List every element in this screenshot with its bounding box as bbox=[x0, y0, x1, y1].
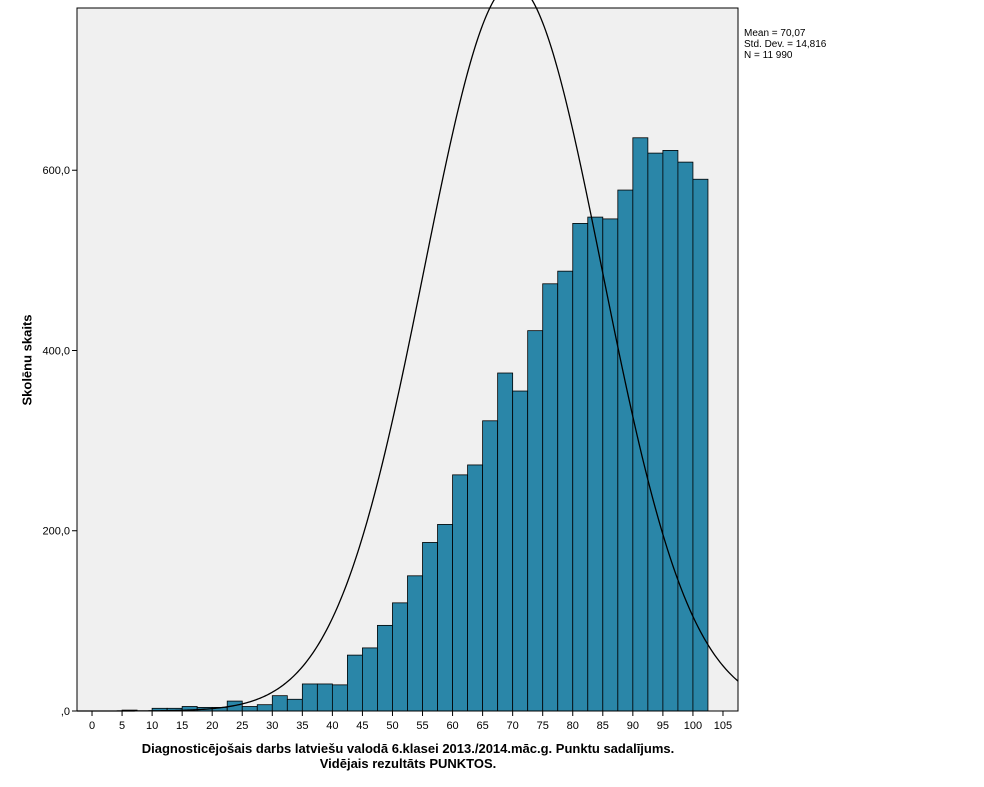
x-tick-label: 45 bbox=[356, 720, 368, 732]
histogram-bar bbox=[557, 270, 574, 712]
histogram-bar bbox=[482, 420, 499, 712]
histogram-bar bbox=[572, 223, 589, 712]
x-axis-ticks: 0 5 10 15 20 25 30 35 40 45 50 55 60 65 70 75 80 85 90 95 10… bbox=[89, 711, 732, 732]
histogram-bar bbox=[602, 218, 619, 712]
x-tick-label: 60 bbox=[446, 720, 458, 732]
x-tick-label: 40 bbox=[326, 720, 338, 732]
y-axis-label: Skolēnu skaits bbox=[19, 314, 35, 406]
histogram-bar bbox=[316, 683, 333, 712]
stat-mean: Mean = 70,07 bbox=[744, 28, 806, 39]
histogram-bar bbox=[271, 695, 288, 712]
histogram-bar bbox=[497, 372, 514, 712]
x-tick-label: 95 bbox=[657, 720, 669, 732]
stat-n: N = 11 990 bbox=[744, 50, 793, 61]
x-tick-label: 35 bbox=[296, 720, 308, 732]
stat-std-dev: Std. Dev. = 14,816 bbox=[744, 39, 827, 50]
x-tick-label: 80 bbox=[567, 720, 579, 732]
y-tick-label: 600,0 bbox=[42, 165, 70, 177]
x-tick-label: 55 bbox=[416, 720, 428, 732]
histogram-bar bbox=[301, 683, 318, 712]
x-tick-label: 75 bbox=[537, 720, 549, 732]
histogram-bar bbox=[422, 542, 438, 712]
x-axis-label: Diagnosticējošais darbs latviešu valodā … bbox=[142, 741, 675, 771]
histogram-bar bbox=[677, 161, 694, 712]
x-tick-label: 90 bbox=[627, 720, 639, 732]
histogram-bar bbox=[347, 654, 363, 712]
x-tick-label: 50 bbox=[386, 720, 398, 732]
x-tick-label: 70 bbox=[507, 720, 519, 732]
x-tick-label: 65 bbox=[476, 720, 488, 732]
histogram-bar bbox=[377, 624, 393, 712]
x-tick-label: 100 bbox=[684, 720, 702, 732]
histogram-bar bbox=[286, 698, 303, 712]
normal-curve bbox=[77, 0, 739, 712]
x-tick-label: 85 bbox=[597, 720, 609, 732]
x-axis-label-line-1: Diagnosticējošais darbs latviešu valodā … bbox=[141, 741, 675, 756]
histogram-bar bbox=[527, 330, 544, 712]
histogram-bar bbox=[362, 647, 378, 712]
x-tick-label: 20 bbox=[206, 720, 218, 732]
x-tick-label: 25 bbox=[236, 720, 248, 732]
x-tick-label: 0 bbox=[89, 720, 95, 732]
histogram-bar bbox=[407, 575, 423, 712]
y-tick-label: ,0 bbox=[61, 706, 70, 718]
y-tick-label: 400,0 bbox=[42, 345, 70, 357]
x-tick-label: 30 bbox=[266, 720, 278, 732]
histogram-bar bbox=[542, 283, 559, 712]
histogram-bar bbox=[617, 189, 634, 712]
histogram-bar bbox=[467, 464, 484, 712]
histogram-bar bbox=[647, 152, 664, 712]
histogram-bar bbox=[392, 602, 408, 712]
histogram-bar bbox=[587, 216, 604, 712]
x-axis-label-line-2: Vidējais rezultāts PUNKTOS. bbox=[319, 756, 497, 771]
x-tick-label: 10 bbox=[146, 720, 158, 732]
bar-series bbox=[121, 137, 709, 712]
y-axis-ticks: ,0 200,0 400,0 600,0 bbox=[42, 165, 77, 718]
x-tick-label: 15 bbox=[176, 720, 188, 732]
x-tick-label: 5 bbox=[119, 720, 125, 732]
histogram-bar bbox=[437, 524, 453, 712]
histogram-bar bbox=[256, 704, 273, 712]
y-tick-label: 200,0 bbox=[42, 526, 70, 538]
x-tick-label: 105 bbox=[714, 720, 732, 732]
histogram-bar bbox=[241, 706, 258, 712]
histogram-bar bbox=[331, 684, 348, 712]
statistics-box: Mean = 70,07 Std. Dev. = 14,816 N = 11 9… bbox=[744, 28, 826, 61]
histogram-bar bbox=[512, 390, 529, 712]
histogram-bar bbox=[452, 474, 468, 712]
histogram-bar bbox=[662, 149, 679, 712]
